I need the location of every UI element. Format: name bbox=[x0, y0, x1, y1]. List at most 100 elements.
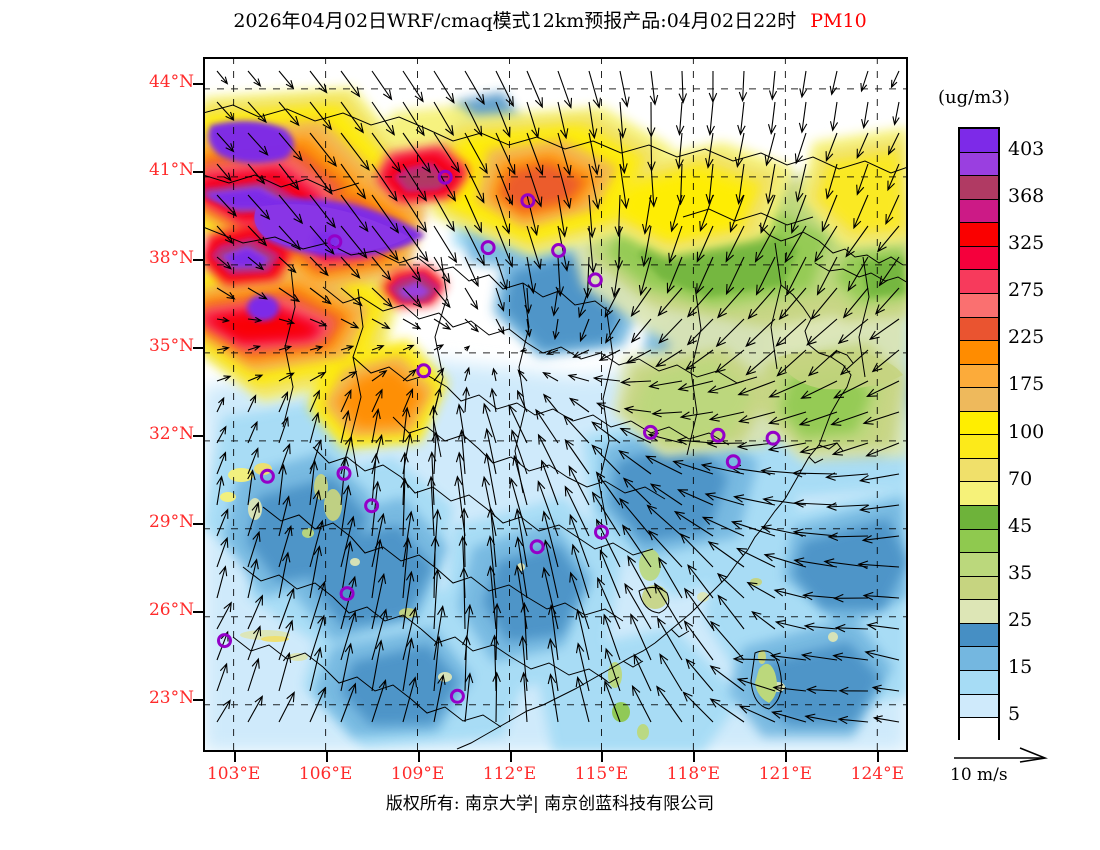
wind-arrow bbox=[402, 70, 424, 103]
wind-arrow bbox=[765, 163, 776, 205]
wind-arrow bbox=[520, 601, 529, 661]
wind-arrow bbox=[806, 318, 838, 346]
wind-arrow bbox=[402, 606, 418, 661]
wind-arrow bbox=[767, 411, 807, 425]
wind-arrow bbox=[654, 582, 683, 630]
wind-arrow bbox=[705, 132, 714, 169]
wind-arrow bbox=[839, 349, 869, 376]
lat-tick-label: 29°N bbox=[148, 512, 194, 533]
wind-arrow bbox=[433, 344, 445, 351]
wind-arrow bbox=[278, 225, 302, 251]
lon-tick-label: 103°E bbox=[206, 764, 261, 784]
wind-arrow bbox=[794, 132, 807, 165]
lat-tick-label: 26°N bbox=[148, 600, 194, 621]
wind-arrow bbox=[825, 132, 838, 163]
wind-arrow bbox=[216, 163, 232, 182]
wind-arrow bbox=[216, 451, 227, 475]
wind-arrow bbox=[495, 163, 514, 206]
wind-arrow bbox=[371, 225, 399, 262]
wind-arrow bbox=[595, 402, 621, 413]
wind-arrow bbox=[575, 608, 590, 661]
city-marker[interactable] bbox=[416, 363, 432, 379]
colorbar-tick-label: 368 bbox=[1008, 184, 1045, 207]
wind-arrow bbox=[433, 70, 455, 104]
wind-arrow bbox=[622, 524, 652, 568]
wind-arrow bbox=[371, 572, 387, 630]
city-marker[interactable] bbox=[327, 234, 343, 250]
city-marker[interactable] bbox=[336, 465, 352, 481]
wind-arrow bbox=[630, 318, 652, 344]
wind-arrow bbox=[658, 556, 683, 599]
wind-arrow bbox=[278, 256, 297, 274]
wind-arrow bbox=[340, 682, 357, 723]
wind-arrow bbox=[729, 194, 745, 233]
city-marker[interactable] bbox=[551, 243, 567, 258]
lat-tick-label: 23°N bbox=[148, 688, 194, 709]
wind-arrow bbox=[588, 70, 601, 109]
wind-arrow bbox=[619, 377, 652, 387]
wind-arrow bbox=[510, 429, 528, 475]
wind-arrow bbox=[871, 684, 900, 693]
wind-arrow bbox=[462, 386, 470, 413]
city-marker[interactable] bbox=[594, 524, 609, 540]
wind-arrow bbox=[433, 367, 445, 382]
wind-arrow bbox=[340, 642, 354, 692]
wind-arrow bbox=[340, 370, 358, 382]
wind-arrow bbox=[247, 657, 260, 692]
wind-arrow bbox=[216, 132, 235, 153]
city-marker[interactable] bbox=[259, 468, 275, 484]
city-marker[interactable] bbox=[529, 539, 545, 555]
wind-arrow bbox=[685, 658, 714, 692]
city-marker[interactable] bbox=[437, 169, 453, 185]
wind-arrow bbox=[517, 369, 528, 382]
wind-arrow bbox=[340, 389, 352, 413]
wind-scale-label: 10 m/s bbox=[950, 765, 1008, 785]
wind-arrow bbox=[433, 635, 443, 692]
city-marker[interactable] bbox=[520, 193, 536, 209]
colorbar-band bbox=[960, 293, 998, 318]
forecast-map[interactable] bbox=[203, 57, 908, 752]
colorbar bbox=[958, 127, 1000, 742]
wind-arrow bbox=[832, 652, 869, 661]
wind-arrow bbox=[825, 472, 869, 481]
wind-arrow bbox=[401, 406, 411, 444]
wind-arrow bbox=[309, 194, 336, 229]
wind-arrow bbox=[575, 642, 590, 692]
city-marker[interactable] bbox=[339, 586, 355, 602]
wind-arrow bbox=[542, 371, 559, 382]
lon-tick-label: 121°E bbox=[758, 764, 813, 784]
wind-arrow bbox=[309, 70, 328, 94]
city-markers[interactable] bbox=[217, 169, 781, 704]
wind-arrow bbox=[803, 622, 838, 631]
city-marker[interactable] bbox=[587, 272, 603, 288]
wind-arrow bbox=[625, 349, 652, 364]
wind-arrow bbox=[829, 70, 838, 96]
wind-arrow bbox=[278, 318, 296, 325]
lon-tick-mark bbox=[785, 752, 788, 762]
lat-tick-mark bbox=[193, 259, 203, 262]
city-marker[interactable] bbox=[725, 454, 741, 470]
wind-arrow bbox=[454, 475, 466, 537]
map-canvas[interactable] bbox=[203, 57, 908, 752]
colorbar-band bbox=[960, 152, 998, 177]
wind-arrow bbox=[278, 587, 295, 630]
city-marker[interactable] bbox=[765, 430, 781, 446]
wind-arrow bbox=[557, 194, 568, 238]
wind-arrow bbox=[805, 685, 838, 694]
wind-arrow bbox=[371, 388, 383, 413]
city-marker[interactable] bbox=[643, 424, 658, 440]
wind-arrow bbox=[340, 515, 356, 568]
wind-arrow bbox=[216, 194, 237, 217]
wind-arrow bbox=[278, 524, 293, 568]
city-marker[interactable] bbox=[217, 633, 232, 649]
city-marker[interactable] bbox=[364, 498, 380, 514]
wind-arrow bbox=[598, 349, 621, 361]
wind-arrow bbox=[572, 349, 590, 358]
colorbar-band bbox=[960, 458, 998, 483]
city-marker[interactable] bbox=[480, 240, 496, 256]
lon-tick-label: 118°E bbox=[666, 764, 721, 784]
wind-arrow bbox=[733, 494, 776, 506]
colorbar-band bbox=[960, 317, 998, 342]
city-marker[interactable] bbox=[449, 688, 465, 704]
city-marker[interactable] bbox=[710, 427, 726, 443]
